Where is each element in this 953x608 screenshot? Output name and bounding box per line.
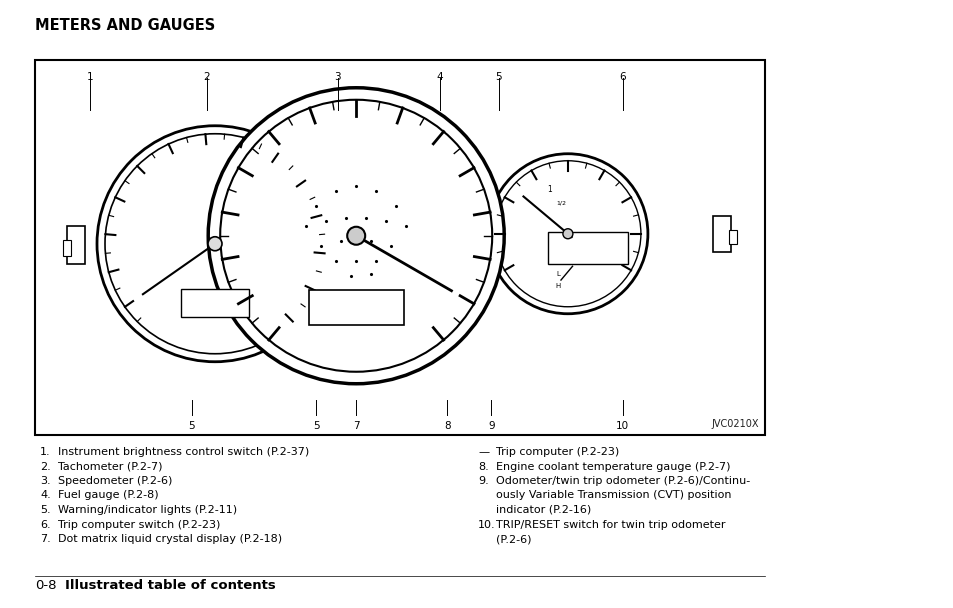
Text: Tachometer (P.2-7): Tachometer (P.2-7) — [58, 461, 162, 471]
Text: Odometer/twin trip odometer (P.2-6)/Continu-: Odometer/twin trip odometer (P.2-6)/Cont… — [496, 476, 749, 486]
Text: 5: 5 — [495, 72, 501, 82]
Text: METERS AND GAUGES: METERS AND GAUGES — [35, 18, 215, 33]
Text: 2.: 2. — [40, 461, 51, 471]
Text: 10: 10 — [616, 421, 629, 431]
Text: Trip computer switch (P.2-23): Trip computer switch (P.2-23) — [58, 519, 220, 530]
Text: ously Variable Transmission (CVT) position: ously Variable Transmission (CVT) positi… — [496, 491, 731, 500]
Text: 6: 6 — [618, 72, 625, 82]
Text: —: — — [477, 447, 489, 457]
Text: Dot matrix liquid crystal display (P.2-18): Dot matrix liquid crystal display (P.2-1… — [58, 534, 282, 544]
Text: 9: 9 — [487, 421, 494, 431]
Text: L: L — [556, 271, 559, 277]
Circle shape — [562, 229, 573, 239]
Circle shape — [220, 100, 492, 371]
Text: 5: 5 — [189, 421, 195, 431]
Text: Speedometer (P.2-6): Speedometer (P.2-6) — [58, 476, 172, 486]
Text: Engine coolant temperature gauge (P.2-7): Engine coolant temperature gauge (P.2-7) — [496, 461, 730, 471]
Text: 0-8: 0-8 — [35, 579, 56, 592]
Text: TRIP/RESET switch for twin trip odometer: TRIP/RESET switch for twin trip odometer — [496, 519, 724, 530]
Text: 5: 5 — [313, 421, 319, 431]
Bar — [547, 232, 627, 264]
Bar — [67, 226, 85, 264]
Text: 2: 2 — [203, 72, 210, 82]
Bar — [181, 289, 249, 317]
Text: 7: 7 — [353, 421, 359, 431]
Bar — [728, 230, 737, 244]
Text: H: H — [555, 283, 560, 289]
Text: 8.: 8. — [477, 461, 488, 471]
Text: 9.: 9. — [477, 476, 488, 486]
Text: Fuel gauge (P.2-8): Fuel gauge (P.2-8) — [58, 491, 158, 500]
Circle shape — [105, 134, 325, 354]
Text: 4.: 4. — [40, 491, 51, 500]
Text: Instrument brightness control switch (P.2-37): Instrument brightness control switch (P.… — [58, 447, 309, 457]
Text: 10.: 10. — [477, 519, 496, 530]
Bar — [712, 216, 730, 252]
Text: (P.2-6): (P.2-6) — [496, 534, 531, 544]
Circle shape — [208, 88, 504, 384]
Text: 7.: 7. — [40, 534, 51, 544]
Text: JVC0210X: JVC0210X — [711, 419, 759, 429]
Text: 1: 1 — [547, 185, 552, 194]
Text: Illustrated table of contents: Illustrated table of contents — [65, 579, 275, 592]
Text: 5.: 5. — [40, 505, 51, 515]
Circle shape — [347, 227, 365, 245]
Circle shape — [487, 154, 647, 314]
Circle shape — [97, 126, 333, 362]
Circle shape — [208, 237, 222, 250]
Bar — [35, 60, 764, 435]
Text: Warning/indicator lights (P.2-11): Warning/indicator lights (P.2-11) — [58, 505, 237, 515]
Text: 8: 8 — [444, 421, 450, 431]
Text: indicator (P.2-16): indicator (P.2-16) — [496, 505, 591, 515]
Text: 1/2: 1/2 — [556, 201, 565, 206]
Text: 1.: 1. — [40, 447, 51, 457]
Text: 4: 4 — [436, 72, 443, 82]
Text: 1: 1 — [87, 72, 93, 82]
Bar — [63, 240, 71, 256]
Text: 3: 3 — [335, 72, 341, 82]
Circle shape — [495, 161, 640, 307]
Text: 3.: 3. — [40, 476, 51, 486]
Bar — [309, 290, 403, 325]
Text: Trip computer (P.2-23): Trip computer (P.2-23) — [496, 447, 618, 457]
Text: 6.: 6. — [40, 519, 51, 530]
